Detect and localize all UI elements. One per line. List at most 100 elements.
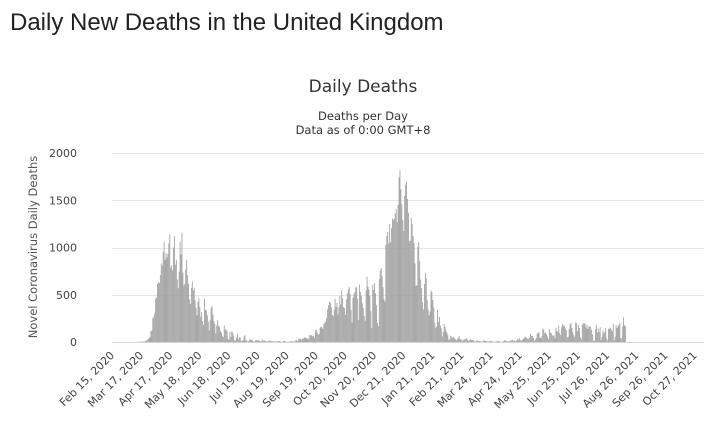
bar xyxy=(294,341,296,343)
bar xyxy=(602,330,604,342)
bar xyxy=(553,335,555,342)
bar xyxy=(218,325,220,342)
bar xyxy=(451,336,453,342)
bar xyxy=(559,332,561,342)
bar xyxy=(528,338,530,342)
bar xyxy=(409,240,411,342)
bar xyxy=(618,324,620,342)
bar xyxy=(167,253,169,342)
bar xyxy=(448,339,450,342)
bar xyxy=(273,341,275,343)
bar xyxy=(333,309,335,342)
bar xyxy=(566,337,568,342)
bar xyxy=(539,337,541,342)
bar xyxy=(481,341,483,343)
bar xyxy=(268,340,270,342)
bar xyxy=(525,337,527,342)
bar xyxy=(610,327,611,342)
bar xyxy=(224,329,226,342)
bar xyxy=(240,341,242,342)
bar xyxy=(439,316,440,342)
bar xyxy=(517,339,518,342)
bar xyxy=(568,329,570,342)
bar xyxy=(548,339,549,342)
bar xyxy=(364,320,366,342)
bar xyxy=(463,340,465,342)
bar xyxy=(341,290,343,342)
bar xyxy=(465,338,467,342)
bar xyxy=(354,292,356,342)
bar xyxy=(212,314,214,342)
bar xyxy=(519,340,521,342)
bar xyxy=(164,259,166,342)
bar xyxy=(472,340,474,342)
bar xyxy=(343,307,345,342)
bar xyxy=(162,251,164,342)
bar xyxy=(434,322,436,342)
bar xyxy=(235,340,236,342)
bar xyxy=(551,335,553,342)
bar xyxy=(339,295,341,342)
bar xyxy=(376,305,377,342)
bar xyxy=(213,321,215,342)
bar xyxy=(170,267,172,342)
bar xyxy=(538,332,540,342)
bar xyxy=(586,324,588,342)
bar xyxy=(146,340,148,342)
bar xyxy=(195,307,197,342)
bar xyxy=(179,241,181,342)
bar xyxy=(214,323,216,342)
bar xyxy=(578,325,579,342)
bar xyxy=(278,341,280,342)
bar xyxy=(590,327,592,342)
bar xyxy=(363,316,365,342)
bar xyxy=(215,333,217,342)
bar xyxy=(464,339,466,342)
bar xyxy=(597,328,599,342)
bar xyxy=(299,338,301,342)
bar xyxy=(440,328,442,342)
bar xyxy=(620,338,622,342)
bar xyxy=(509,340,511,342)
bar xyxy=(580,339,582,342)
bar xyxy=(369,295,371,342)
bar xyxy=(345,314,346,342)
bar xyxy=(379,270,381,342)
bar xyxy=(485,341,486,342)
bar xyxy=(280,341,282,343)
bar xyxy=(149,336,151,342)
bar xyxy=(345,299,347,342)
bar xyxy=(373,289,375,342)
bar xyxy=(606,338,608,342)
bar xyxy=(302,338,304,342)
bar xyxy=(554,338,556,342)
bar xyxy=(284,341,286,342)
bar xyxy=(562,324,563,342)
bar xyxy=(410,217,412,342)
bar xyxy=(259,341,261,342)
bar xyxy=(544,333,546,342)
bar xyxy=(191,281,193,342)
bar xyxy=(459,339,461,342)
bar xyxy=(421,288,423,342)
bar xyxy=(361,303,363,342)
bar xyxy=(236,337,237,342)
bar xyxy=(475,341,477,343)
bar xyxy=(320,326,322,342)
bar xyxy=(621,338,623,342)
bar xyxy=(356,287,358,342)
bar xyxy=(189,303,191,342)
bar xyxy=(422,302,423,342)
bar xyxy=(323,324,325,342)
y-tick-label: 0 xyxy=(70,336,77,349)
bar xyxy=(303,337,305,342)
bar xyxy=(424,272,426,342)
bar xyxy=(437,309,438,342)
bar xyxy=(527,339,529,342)
bar xyxy=(192,290,194,342)
bar xyxy=(411,224,413,342)
bar xyxy=(470,339,471,342)
bar xyxy=(503,340,505,342)
bar xyxy=(557,331,559,342)
